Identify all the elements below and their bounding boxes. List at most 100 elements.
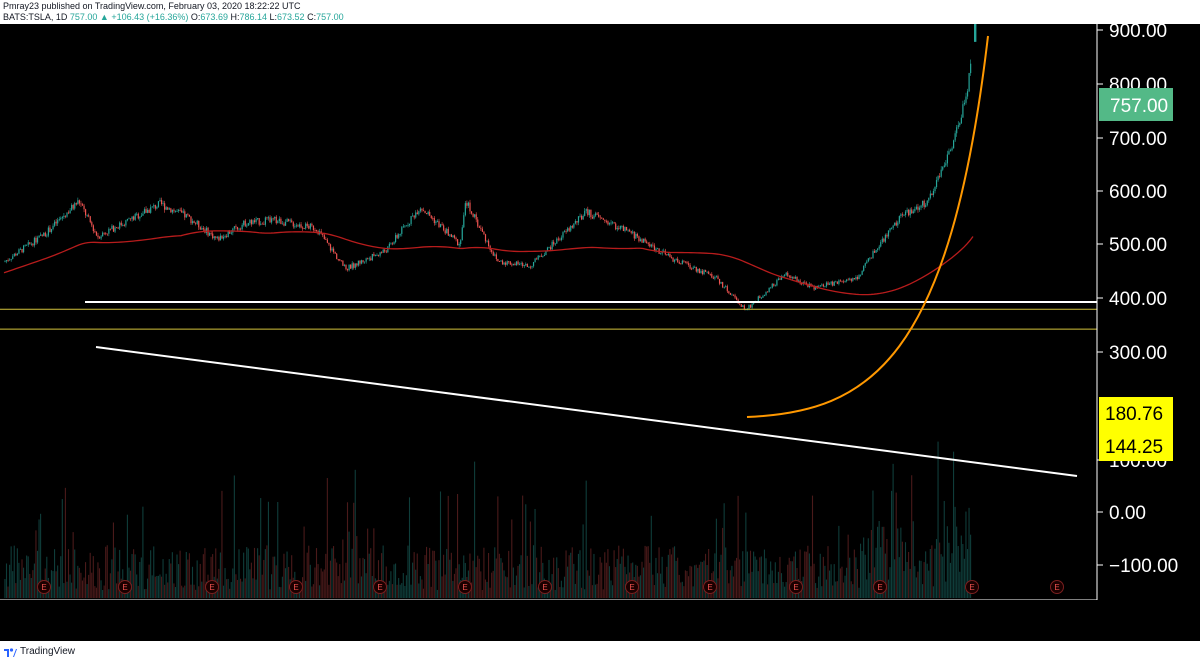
volume-bar — [767, 584, 769, 598]
earnings-label: E — [542, 583, 547, 592]
candle-body — [309, 223, 311, 229]
candle-body — [402, 226, 404, 228]
symbol-label[interactable]: BATS:TSLA, 1D — [3, 12, 68, 22]
volume-bar — [898, 557, 900, 598]
candle-body — [294, 226, 296, 228]
price-axis[interactable]: 900.00800.00700.00600.00500.00400.00300.… — [1096, 21, 1200, 600]
volume-bar — [404, 585, 406, 598]
earnings-label: E — [377, 583, 382, 592]
candle-body — [359, 260, 361, 264]
volume-bar — [908, 551, 910, 598]
volume-bar — [818, 576, 820, 598]
candle-body — [374, 255, 377, 256]
earnings-circle — [205, 580, 219, 594]
volume-bar — [173, 583, 175, 598]
candle-body — [514, 263, 516, 266]
volume-bar — [932, 586, 934, 598]
candle-body — [528, 266, 530, 268]
candle-body — [219, 235, 222, 241]
candle-body — [202, 228, 204, 230]
volume-bar — [581, 587, 583, 598]
volume-bar — [83, 577, 85, 598]
candle-body — [585, 209, 587, 211]
candle-body — [108, 228, 110, 234]
candle-body — [633, 231, 635, 239]
volume-bar — [457, 494, 459, 598]
volume-bar — [948, 542, 950, 598]
candle-body — [156, 206, 158, 209]
candle-body — [26, 244, 28, 246]
candle-body — [934, 187, 936, 192]
candle-body — [636, 233, 638, 237]
candle-body — [643, 238, 645, 243]
candle-body — [531, 266, 533, 268]
volume-bar — [450, 552, 452, 598]
candle-body — [23, 245, 25, 253]
volume-bar — [954, 506, 956, 598]
open-label: O: — [190, 12, 201, 22]
volume-bar — [531, 584, 533, 598]
candle-body — [66, 212, 68, 217]
earnings-circle — [37, 580, 51, 594]
volume-bar — [193, 584, 195, 598]
volume-bar — [661, 556, 663, 598]
candle-body — [151, 206, 153, 208]
price-tick-label: 700.00 — [1109, 129, 1167, 150]
candle-body — [577, 216, 580, 223]
volume-bar — [520, 555, 522, 598]
volume-bar — [911, 475, 913, 598]
candle-body — [16, 253, 18, 256]
candle-body — [553, 241, 555, 245]
volume-bar — [565, 550, 567, 598]
candle-body — [106, 233, 108, 235]
earnings-label: E — [41, 583, 46, 592]
volume-bar — [426, 546, 428, 598]
candle-body — [120, 222, 122, 226]
volume-bar — [847, 534, 849, 598]
volume-bar — [159, 574, 161, 598]
volume-bar — [326, 478, 328, 598]
volume-bar — [787, 564, 789, 598]
candle-body — [136, 213, 138, 215]
candle-body — [181, 210, 183, 213]
candle-body — [732, 294, 735, 296]
candle-body — [415, 212, 417, 218]
volume-bar — [317, 564, 319, 598]
volume-bar — [534, 508, 536, 598]
candle-body — [371, 253, 373, 261]
candle-body — [900, 214, 902, 217]
candle-body — [475, 214, 477, 220]
volume-bar — [89, 552, 91, 598]
volume-bar — [23, 567, 25, 598]
candle-body — [272, 218, 274, 220]
candle-body — [850, 278, 852, 281]
candle-body — [348, 264, 350, 271]
candle-body — [655, 248, 657, 252]
volume-bar — [16, 548, 18, 598]
volume-bar — [371, 576, 373, 598]
candle-body — [187, 214, 189, 216]
volume-bar — [432, 550, 434, 598]
volume-bar — [587, 570, 589, 598]
candle-body — [875, 249, 877, 253]
candle-body — [587, 209, 589, 216]
candle-body — [497, 258, 499, 262]
volume-bar — [337, 576, 339, 598]
volume-bar — [926, 563, 928, 598]
last-price: 757.00 — [69, 12, 98, 22]
volume-bar — [385, 566, 387, 598]
candle-body — [240, 228, 242, 230]
candle-body — [367, 258, 369, 260]
earnings-marker: E — [37, 580, 51, 594]
candle-body — [185, 214, 187, 218]
candle-body — [838, 280, 840, 284]
candle-body — [683, 260, 685, 262]
volume-bar — [808, 553, 810, 598]
candle-body — [446, 228, 448, 234]
volume-bar — [58, 586, 60, 598]
candle-body — [269, 217, 271, 223]
volume-bar — [774, 562, 776, 598]
volume-bar — [743, 581, 745, 598]
